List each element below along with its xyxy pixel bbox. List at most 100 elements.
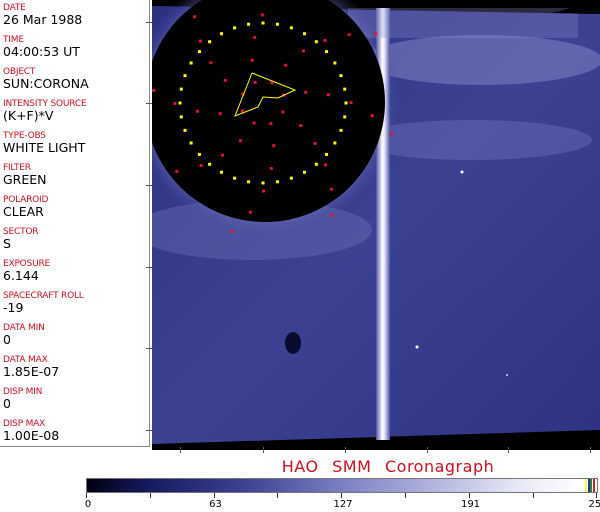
red-grid-dot [241, 92, 245, 96]
yellow-grid-dot [314, 162, 318, 166]
red-grid-dot [272, 144, 276, 148]
yellow-grid-dot [343, 87, 347, 91]
field-label: DISP MAX [3, 419, 46, 429]
axis-tick [180, 447, 181, 453]
axis-tick [508, 447, 509, 453]
red-grid-dot [196, 109, 200, 113]
yellow-grid-dot [197, 50, 201, 54]
yellow-grid-dot [179, 87, 183, 91]
sun-outline [234, 72, 297, 117]
axis-tick [263, 447, 264, 453]
yellow-grid-dot [261, 21, 265, 25]
field-value: CLEAR [3, 204, 44, 219]
red-grid-dot [330, 213, 334, 217]
red-grid-dot [270, 81, 274, 85]
red-grid-dot [284, 63, 288, 67]
field-spacecraft-roll: SPACECRAFT ROLL -19 [3, 291, 84, 315]
field-value: (K+F)*V [3, 108, 54, 123]
colorbar-tick [341, 493, 343, 498]
red-grid-dot [223, 78, 227, 82]
red-grid-dot [230, 229, 234, 233]
red-grid-dot [253, 80, 257, 84]
yellow-grid-dot [233, 176, 237, 180]
yellow-grid-dot [275, 180, 279, 184]
red-grid-dot [193, 15, 197, 19]
red-grid-dot [248, 210, 252, 214]
axis-tick [146, 103, 152, 104]
yellow-grid-dot [220, 32, 223, 36]
field-label: DATA MAX [3, 355, 48, 365]
red-grid-dot [373, 32, 377, 36]
field-value: 1.85E-07 [3, 364, 60, 379]
field-label: DATE [3, 3, 26, 13]
field-label: SECTOR [3, 227, 39, 237]
yellow-grid-dot [178, 101, 182, 105]
red-grid-dot [349, 101, 353, 105]
axis-tick [427, 447, 428, 453]
red-grid-dot [261, 13, 265, 17]
yellow-grid-dot [344, 101, 348, 105]
colorbar-tick-label: 63 [209, 499, 222, 510]
header-info-panel: DATE 26 Mar 1988 TIME 04:00:53 UT OBJECT SUN:… [0, 0, 150, 447]
field-object: OBJECT SUN:CORONA [3, 67, 89, 91]
colorbar-tick-label: 0 [84, 499, 92, 510]
red-grid-dot [324, 163, 328, 167]
red-grid-dot [175, 169, 179, 173]
yellow-grid-dot [325, 152, 329, 156]
field-disp-min: DISP MIN 0 [3, 387, 42, 411]
colorbar-tick [532, 493, 534, 498]
red-grid-dot [253, 36, 257, 40]
colorbar-tick-label: 255 [588, 499, 600, 510]
red-grid-dot [173, 101, 177, 105]
yellow-grid-dot [189, 61, 193, 65]
grid-overlay [152, 13, 393, 233]
axis-tick [590, 447, 591, 453]
field-value: GREEN [3, 172, 47, 187]
field-value: 26 Mar 1988 [3, 12, 83, 27]
field-exposure: EXPOSURE 6.144 [3, 259, 50, 283]
red-grid-dot [250, 58, 254, 62]
field-label: INTENSITY SOURCE [3, 99, 87, 109]
red-grid-dot [218, 112, 222, 116]
field-date: DATE 26 Mar 1988 [3, 3, 82, 27]
axis-tick [146, 22, 152, 23]
red-grid-dot [329, 187, 333, 191]
yellow-grid-dot [343, 115, 347, 119]
axis-tick [345, 447, 346, 453]
red-grid-dot [269, 166, 273, 170]
axis-tick [146, 348, 152, 349]
colorbar-segment [585, 479, 587, 492]
field-label: DATA MIN [3, 323, 45, 333]
red-grid-dot [238, 139, 242, 143]
colorbar-tick-label: 191 [460, 499, 481, 510]
field-label: OBJECT [3, 67, 36, 77]
yellow-grid-dot [303, 170, 306, 174]
field-value: 6.144 [3, 268, 39, 283]
colorbar-segment [590, 479, 592, 492]
red-grid-dot [209, 61, 213, 65]
coronagraph-image [152, 0, 600, 450]
axis-tick [146, 185, 152, 186]
red-grid-dot [304, 90, 308, 94]
field-value: -19 [3, 300, 24, 315]
yellow-grid-dot [179, 115, 183, 119]
red-grid-dot [347, 33, 351, 37]
yellow-grid-dot [275, 22, 279, 26]
field-value: SUN:CORONA [3, 76, 89, 91]
yellow-grid-dot [325, 50, 329, 54]
colorbar-tick-label: 127 [333, 499, 353, 510]
red-grid-dot [240, 109, 244, 113]
yellow-grid-dot [208, 40, 212, 44]
colorbar-tick [213, 493, 215, 498]
field-data-max: DATA MAX 1.85E-07 [3, 355, 59, 379]
axis-tick [146, 267, 152, 268]
red-grid-dot [370, 114, 374, 118]
colorbar [86, 478, 598, 493]
field-polaroid: POLAROID CLEAR [3, 195, 48, 219]
dark-spot [285, 332, 301, 354]
field-data-min: DATA MIN 0 [3, 323, 45, 347]
red-grid-dot [261, 189, 265, 193]
field-value: WHITE LIGHT [3, 140, 86, 155]
field-label: EXPOSURE [3, 259, 51, 269]
colorbar-tick [405, 493, 406, 498]
